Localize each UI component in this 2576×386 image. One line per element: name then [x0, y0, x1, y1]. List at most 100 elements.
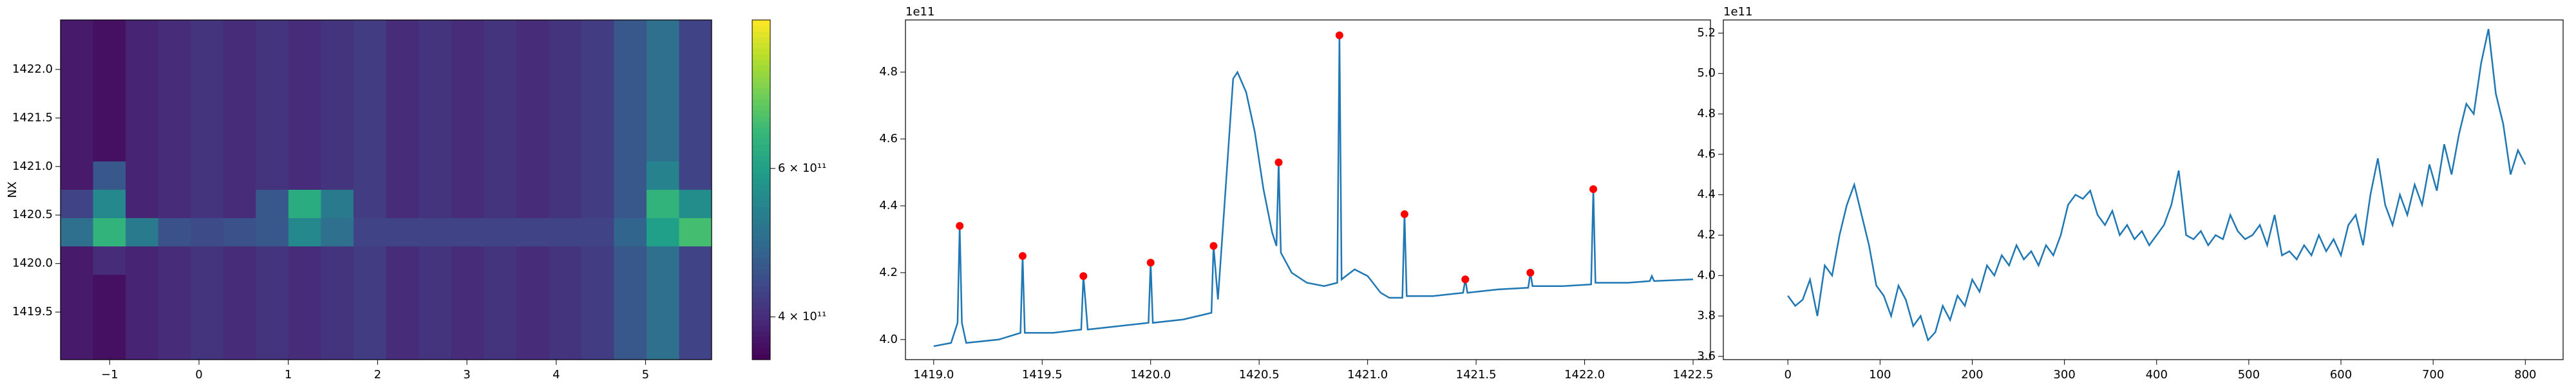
heatmap-cell	[419, 218, 452, 247]
heatmap-cell	[581, 331, 614, 360]
y-tick-label: 4.4	[879, 199, 898, 212]
heatmap-cell	[646, 303, 680, 332]
heatmap-cell	[419, 48, 452, 77]
heatmap-cell	[61, 105, 94, 134]
x-tick-label: −1	[101, 368, 118, 381]
peak-marker	[1526, 268, 1535, 277]
heatmap-cell	[614, 303, 647, 332]
heatmap-cell	[223, 133, 256, 162]
y-tick-label: 4.8	[1697, 107, 1716, 120]
heatmap-cell	[191, 246, 224, 275]
y-tick-label: 3.6	[1697, 349, 1716, 363]
heatmap-cell	[581, 190, 614, 219]
heatmap-cell	[581, 218, 614, 247]
heatmap-cell	[256, 246, 289, 275]
heatmap-cell	[126, 246, 159, 275]
heatmap-cell	[191, 161, 224, 190]
x-tick-label: 0	[195, 368, 202, 381]
colorbar-swatch	[752, 326, 770, 332]
colorbar-swatch	[752, 320, 770, 326]
heatmap-cell	[614, 105, 647, 134]
heatmap-cell	[419, 331, 452, 360]
colorbar-swatch	[752, 53, 770, 60]
heatmap-cell	[256, 105, 289, 134]
x-tick-label: 2	[374, 368, 381, 381]
heatmap-cell	[679, 77, 712, 106]
heatmap-cell	[191, 48, 224, 77]
heatmap-cell	[223, 331, 256, 360]
peak-marker	[1589, 185, 1598, 193]
heatmap-cell	[321, 133, 354, 162]
colorbar-swatch	[752, 336, 770, 344]
heatmap-cell	[158, 303, 191, 332]
heatmap-cell	[223, 303, 256, 332]
heatmap-cell	[256, 161, 289, 190]
x-tick-label: 100	[1869, 368, 1891, 381]
heatmap-cell	[451, 303, 484, 332]
heatmap-cell	[353, 331, 387, 360]
colorbar-swatch	[752, 223, 770, 230]
heatmap-cell	[516, 20, 549, 49]
heatmap-cell	[321, 161, 354, 190]
heatmap-cell	[191, 133, 224, 162]
heatmap-cell	[679, 275, 712, 304]
heatmap-cell	[321, 246, 354, 275]
heatmap-cell	[288, 275, 321, 304]
x-tick-label: 1419.0	[913, 368, 954, 381]
y-tick-label: 4.4	[1697, 188, 1716, 201]
heatmap-cell	[61, 218, 94, 247]
peak-marker	[1400, 210, 1408, 218]
heatmap-cell	[93, 48, 126, 77]
heatmap-cell	[679, 133, 712, 162]
heatmap-cell	[321, 20, 354, 49]
colorbar-swatch	[752, 331, 770, 338]
heatmap-cell	[158, 133, 191, 162]
heatmap-cell	[61, 331, 94, 360]
heatmap-cell	[223, 105, 256, 134]
heatmap-cell	[451, 275, 484, 304]
heatmap-cell	[321, 48, 354, 77]
heatmap-cell	[386, 48, 419, 77]
heatmap-cell	[93, 77, 126, 106]
colorbar-swatch	[752, 87, 770, 94]
heatmap-cell	[679, 161, 712, 190]
colorbar-swatch	[752, 354, 770, 360]
colorbar-swatch	[752, 37, 770, 43]
heatmap-cell	[126, 218, 159, 247]
heatmap-cell	[93, 246, 126, 275]
heatmap-cell	[223, 275, 256, 304]
x-tick-label: 700	[2422, 368, 2444, 381]
heatmap-cell	[223, 161, 256, 190]
colorbar-swatch	[752, 246, 770, 253]
colorbar-swatch	[752, 269, 770, 275]
colorbar-swatch	[752, 150, 770, 156]
heatmap-cell	[61, 275, 94, 304]
heatmap-cell	[516, 77, 549, 106]
heatmap-cell	[321, 105, 354, 134]
heatmap-cell	[61, 190, 94, 219]
heatmap-cell	[646, 331, 680, 360]
heatmap-cell	[256, 133, 289, 162]
heatmap-cell	[581, 303, 614, 332]
axes-frame	[905, 19, 1711, 360]
colorbar-swatch	[752, 99, 770, 106]
heatmap-cell	[191, 218, 224, 247]
heatmap-cell	[516, 133, 549, 162]
x-tick-label: 200	[1961, 368, 1983, 381]
colorbar-swatch	[752, 161, 770, 168]
heatmap-cell	[61, 20, 94, 49]
heatmap-cell	[386, 275, 419, 304]
heatmap-cell	[61, 48, 94, 77]
colorbar-swatch	[752, 110, 770, 117]
x-tick-label: 4	[553, 368, 560, 381]
colorbar-swatch	[752, 190, 770, 196]
heatmap-cell	[158, 48, 191, 77]
heatmap-cell	[386, 105, 419, 134]
heatmap-cell	[321, 77, 354, 106]
heatmap-cell	[614, 20, 647, 49]
heatmap-cell	[646, 218, 680, 247]
heatmap-cell	[679, 105, 712, 134]
heatmap-cell	[419, 303, 452, 332]
colorbar-swatch	[752, 212, 770, 219]
heatmap-cell	[451, 20, 484, 49]
